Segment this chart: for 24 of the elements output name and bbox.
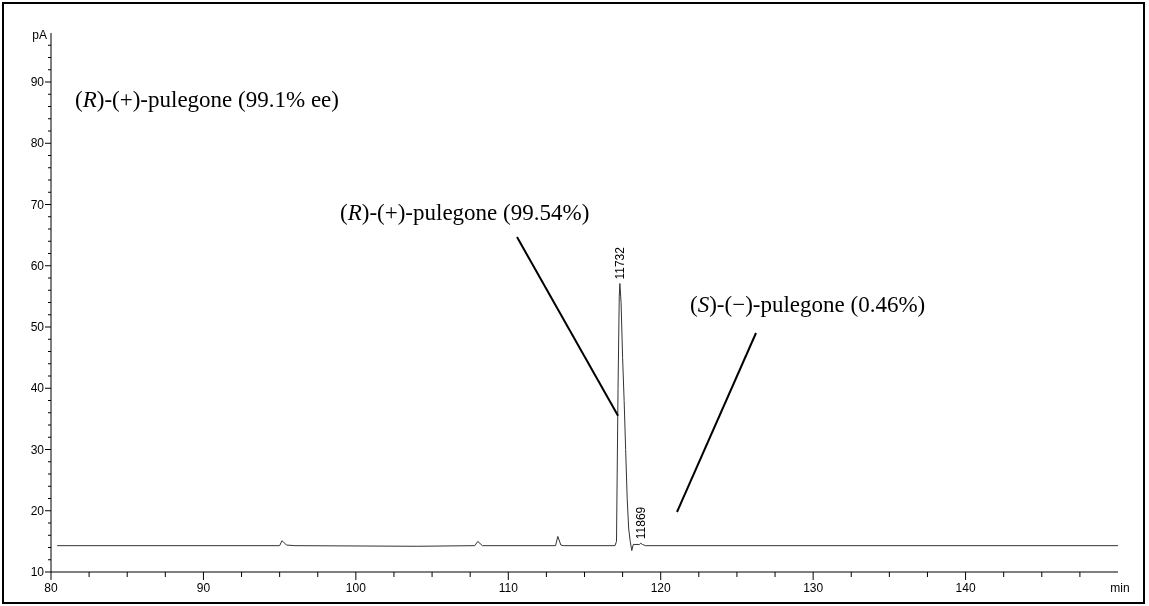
y-axis-title: pA	[32, 28, 47, 42]
annotation: 11869	[633, 506, 648, 540]
y-tick-label: 70	[30, 197, 45, 212]
annotation: (S)-(−)-pulegone (0.46%)	[690, 292, 926, 317]
x-tick-label: 100	[345, 581, 367, 595]
x-tick-label: 120	[650, 581, 672, 595]
annotation: (R)-(+)-pulegone (99.1% ee)	[75, 87, 339, 112]
x-tick-label: 130	[803, 581, 824, 595]
line-series	[56, 283, 1119, 552]
x-tick-label: 110	[498, 581, 519, 595]
y-tick-label: 40	[30, 381, 45, 396]
y-tick-label: 90	[30, 75, 45, 90]
y-tick-label: 30	[30, 442, 45, 457]
annotation: (R)-(+)-pulegone (99.54%)	[340, 200, 590, 225]
y-tick-label: 80	[30, 136, 45, 151]
x-tick-label: 90	[196, 581, 211, 595]
y-tick-label: 60	[30, 258, 45, 273]
x-tick-label: 80	[44, 581, 58, 595]
x-tick-label: 140	[955, 581, 976, 595]
y-tick-label: 10	[30, 565, 45, 580]
x-axis-title: min	[1110, 581, 1130, 595]
y-tick-label: 50	[30, 320, 45, 335]
annotation: 11732	[612, 246, 627, 280]
y-tick-label: 20	[30, 503, 45, 518]
